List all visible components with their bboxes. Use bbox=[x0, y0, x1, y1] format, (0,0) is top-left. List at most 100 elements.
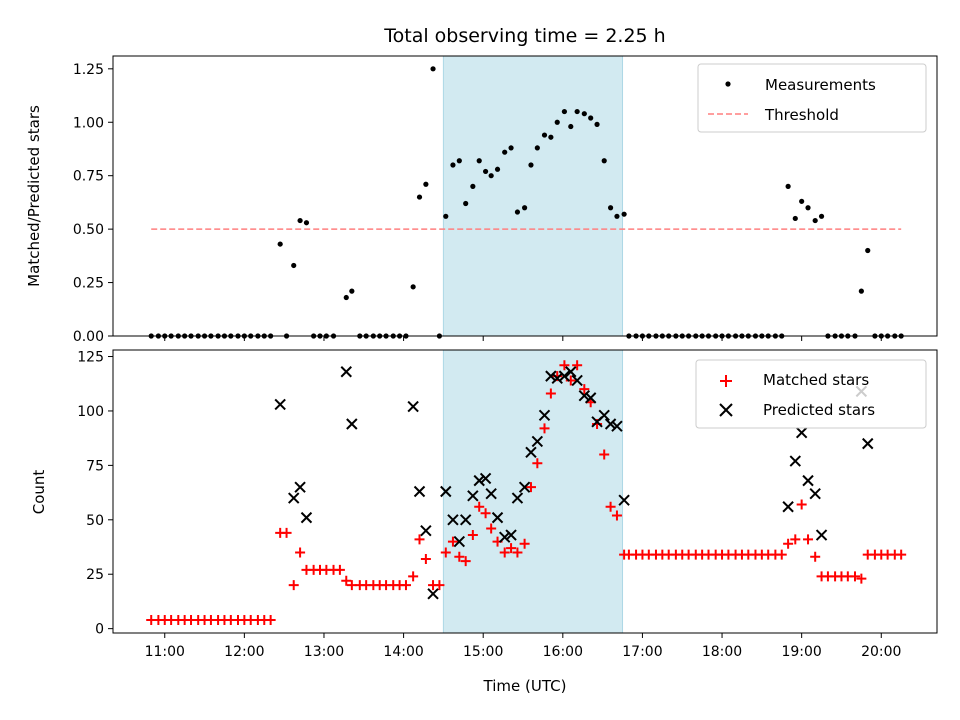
legend-marker-predicted bbox=[719, 403, 733, 417]
bottom-ytick-label-3: 75 bbox=[86, 458, 104, 474]
matched-point-113 bbox=[896, 549, 907, 560]
predicted-point-7 bbox=[413, 485, 426, 498]
matched-point-38 bbox=[400, 580, 411, 591]
matched-point-58 bbox=[532, 458, 543, 469]
measurement-point-97 bbox=[799, 198, 805, 204]
matched-point-18 bbox=[265, 614, 276, 625]
predicted-point-28 bbox=[558, 370, 571, 382]
predicted-point-34 bbox=[598, 409, 610, 422]
bottom-ytick-label-2: 50 bbox=[86, 513, 104, 529]
y-axis-ticks-bottom: 0 25 50 75 100 125 bbox=[77, 350, 113, 638]
legend-frame-bottom bbox=[695, 359, 927, 429]
measurement-point-45 bbox=[456, 158, 462, 164]
predicted-point-38 bbox=[782, 501, 794, 513]
measurement-point-44 bbox=[450, 162, 456, 168]
x-axis-ticks-bottom: 11:00 12:00 13:00 14:00 15:00 16:00 17:00 18:00… bbox=[145, 633, 901, 660]
matched-point-40 bbox=[414, 534, 425, 545]
measurement-point-22 bbox=[297, 217, 303, 224]
predicted-point-10 bbox=[440, 485, 452, 498]
xtick-label-6: 17:00 bbox=[622, 644, 662, 660]
measurement-point-61 bbox=[561, 108, 568, 115]
predicted-point-25 bbox=[538, 409, 551, 422]
measurement-point-51 bbox=[494, 166, 501, 172]
predicted-point-2 bbox=[294, 481, 306, 493]
predicted-point-15 bbox=[473, 474, 485, 487]
measurement-point-60 bbox=[554, 119, 560, 125]
predicted-point-14 bbox=[467, 490, 479, 502]
predicted-point-19 bbox=[498, 531, 511, 543]
legend-top: Measurements Threshold bbox=[697, 63, 927, 133]
highlight-span-top bbox=[442, 55, 624, 337]
xtick-label-0: 11:00 bbox=[145, 644, 185, 660]
legend-label-predicted: Predicted stars bbox=[763, 401, 875, 419]
measurement-point-53 bbox=[508, 145, 514, 151]
measurement-point-54 bbox=[514, 209, 521, 215]
predicted-point-37 bbox=[618, 494, 630, 506]
predicted-point-17 bbox=[485, 487, 497, 500]
xtick-label-4: 15:00 bbox=[463, 644, 503, 660]
matched-point-100 bbox=[810, 551, 821, 562]
predicted-point-22 bbox=[518, 481, 531, 493]
top-ytick-label-1: 0.25 bbox=[73, 276, 104, 292]
matched-point-68 bbox=[599, 449, 610, 460]
matched-point-99 bbox=[803, 534, 814, 545]
predicted-point-5 bbox=[346, 418, 358, 430]
matched-point-107 bbox=[856, 573, 867, 584]
measurement-point-41 bbox=[430, 66, 436, 72]
measurement-point-65 bbox=[588, 115, 594, 121]
plot-frame-bottom bbox=[112, 349, 938, 634]
measurement-point-107 bbox=[865, 247, 871, 254]
predicted-point-40 bbox=[795, 427, 808, 439]
matched-point-65 bbox=[579, 384, 590, 395]
measurement-point-40 bbox=[423, 181, 429, 187]
top-ytick-label-4: 1.00 bbox=[73, 115, 104, 131]
x-axis-ticks-top bbox=[164, 336, 882, 341]
measurement-point-38 bbox=[410, 284, 416, 290]
measurement-point-52 bbox=[502, 149, 508, 155]
matched-point-28 bbox=[334, 564, 345, 575]
matched-point-50 bbox=[480, 508, 491, 519]
predicted-point-9 bbox=[427, 588, 439, 600]
predicted-point-16 bbox=[479, 472, 492, 485]
measurement-point-57 bbox=[534, 145, 540, 151]
measurement-point-49 bbox=[482, 168, 489, 175]
legend-label-threshold: Threshold bbox=[764, 106, 839, 124]
bottom-ytick-label-4: 100 bbox=[77, 404, 104, 420]
measurement-point-67 bbox=[601, 158, 607, 164]
top-ytick-label-2: 0.50 bbox=[73, 222, 104, 238]
measurement-point-68 bbox=[607, 205, 614, 211]
matched-point-70 bbox=[611, 510, 622, 521]
xtick-label-8: 19:00 bbox=[781, 644, 821, 660]
matched-point-48 bbox=[467, 530, 478, 541]
measurement-point-100 bbox=[818, 213, 825, 219]
legend-label-matched: Matched stars bbox=[763, 371, 869, 389]
matched-points bbox=[146, 360, 907, 625]
measurement-point-66 bbox=[594, 121, 600, 127]
top-ytick-label-0: 0.00 bbox=[73, 329, 104, 345]
matched-point-47 bbox=[460, 556, 471, 567]
ratio-panel: 0.00 0.25 0.50 0.75 1.00 1.25 Matched/Predict… bbox=[25, 55, 938, 345]
matched-point-44 bbox=[440, 547, 451, 558]
legend-bottom: Matched stars Predicted stars bbox=[695, 359, 927, 429]
predicted-point-32 bbox=[584, 392, 597, 404]
matched-point-49 bbox=[474, 501, 485, 512]
predicted-point-20 bbox=[505, 529, 517, 541]
measurement-point-64 bbox=[581, 111, 587, 117]
predicted-point-36 bbox=[611, 420, 623, 432]
matched-point-95 bbox=[776, 549, 787, 560]
matched-point-45 bbox=[447, 536, 458, 547]
predicted-point-41 bbox=[802, 474, 814, 487]
y-axis-label-bottom: Count bbox=[30, 470, 48, 515]
predicted-point-30 bbox=[571, 374, 583, 387]
measurement-point-50 bbox=[488, 173, 494, 179]
predicted-point-11 bbox=[447, 514, 459, 526]
xtick-label-3: 14:00 bbox=[383, 644, 423, 660]
measurement-point-59 bbox=[548, 134, 554, 140]
predicted-point-29 bbox=[565, 366, 577, 378]
predicted-point-26 bbox=[545, 370, 557, 382]
measurement-point-43 bbox=[443, 213, 449, 219]
measurement-point-55 bbox=[522, 205, 528, 211]
matched-point-29 bbox=[341, 575, 352, 586]
measurement-point-28 bbox=[343, 294, 349, 301]
